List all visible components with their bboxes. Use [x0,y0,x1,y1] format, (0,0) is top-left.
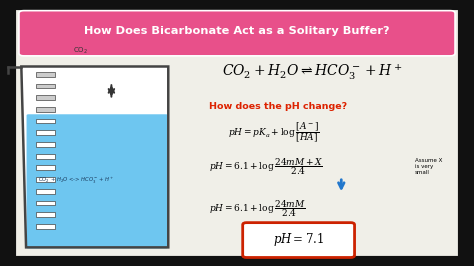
FancyBboxPatch shape [36,212,55,217]
FancyBboxPatch shape [243,223,355,257]
Text: How does the pH change?: How does the pH change? [209,102,346,111]
Text: $pH = 7.1$: $pH = 7.1$ [273,231,324,248]
Text: $pH = pK_a + \log\dfrac{[A^-]}{[HA]}$: $pH = pK_a + \log\dfrac{[A^-]}{[HA]}$ [228,121,319,145]
FancyBboxPatch shape [36,107,55,112]
FancyBboxPatch shape [36,142,55,147]
Text: CO$_2$ + H$_2$O <-> HCO$_3^-$ + H$^+$: CO$_2$ + H$_2$O <-> HCO$_3^-$ + H$^+$ [38,176,114,186]
Text: How Does Bicarbonate Act as a Solitary Buffer?: How Does Bicarbonate Act as a Solitary B… [84,26,390,36]
FancyBboxPatch shape [36,201,55,205]
FancyBboxPatch shape [36,72,55,77]
FancyBboxPatch shape [36,177,55,182]
Text: $pH = 6.1 + \log\dfrac{24mM}{2.4}$: $pH = 6.1 + \log\dfrac{24mM}{2.4}$ [209,198,305,219]
FancyBboxPatch shape [36,154,55,159]
FancyBboxPatch shape [36,224,55,229]
FancyBboxPatch shape [36,189,55,194]
Text: CO$_2$: CO$_2$ [73,46,88,56]
FancyBboxPatch shape [36,165,55,170]
Polygon shape [21,66,168,247]
Text: $pH = 6.1 + \log\dfrac{24mM + X}{2.4}$: $pH = 6.1 + \log\dfrac{24mM + X}{2.4}$ [209,156,323,177]
FancyBboxPatch shape [36,95,55,100]
FancyBboxPatch shape [36,130,55,135]
FancyBboxPatch shape [27,114,168,248]
FancyBboxPatch shape [36,84,55,88]
FancyBboxPatch shape [14,8,460,258]
Text: $CO_2 + H_2O \rightleftharpoons HCO_3^- + H^+$: $CO_2 + H_2O \rightleftharpoons HCO_3^- … [222,61,403,82]
Text: Assume X
is very
small: Assume X is very small [415,158,442,174]
FancyBboxPatch shape [36,119,55,123]
FancyBboxPatch shape [19,11,455,56]
